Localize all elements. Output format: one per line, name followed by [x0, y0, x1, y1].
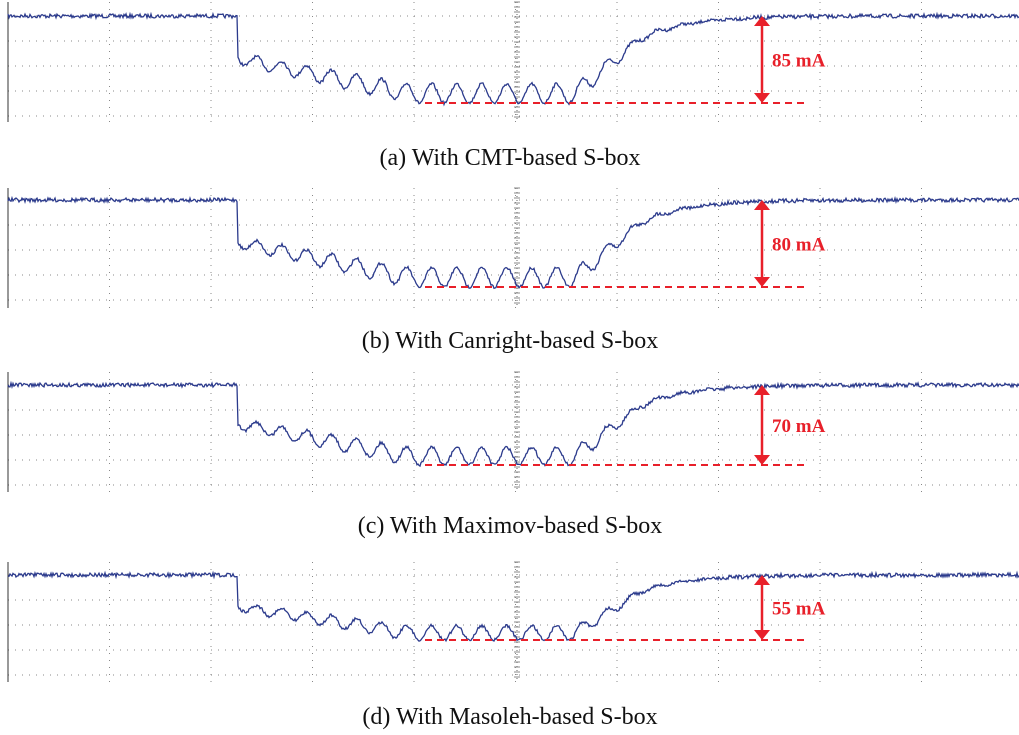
annotation: 55 mA	[772, 599, 826, 620]
caption: (d) With Masoleh-based S-box	[362, 704, 657, 730]
annotation: 80 mA	[772, 235, 826, 256]
trace	[8, 573, 1019, 641]
panel: 70 mA (c) With Maximov-based S-box	[8, 372, 1019, 539]
caption: (c) With Maximov-based S-box	[358, 513, 663, 539]
panel: 85 mA (a) With CMT-based S-box	[8, 2, 1019, 171]
annotation: 85 mA	[772, 51, 826, 72]
trace	[8, 383, 1019, 466]
caption: (a) With CMT-based S-box	[379, 145, 640, 171]
panel: 55 mA (d) With Masoleh-based S-box	[8, 562, 1019, 730]
annotation: 70 mA	[772, 416, 826, 437]
figure: 85 mA (a) With CMT-based S-box 80 mA (b) Wi…	[0, 0, 1019, 735]
trace	[8, 14, 1019, 105]
trace	[8, 198, 1019, 288]
panel: 80 mA (b) With Canright-based S-box	[8, 188, 1019, 354]
caption: (b) With Canright-based S-box	[362, 328, 659, 354]
